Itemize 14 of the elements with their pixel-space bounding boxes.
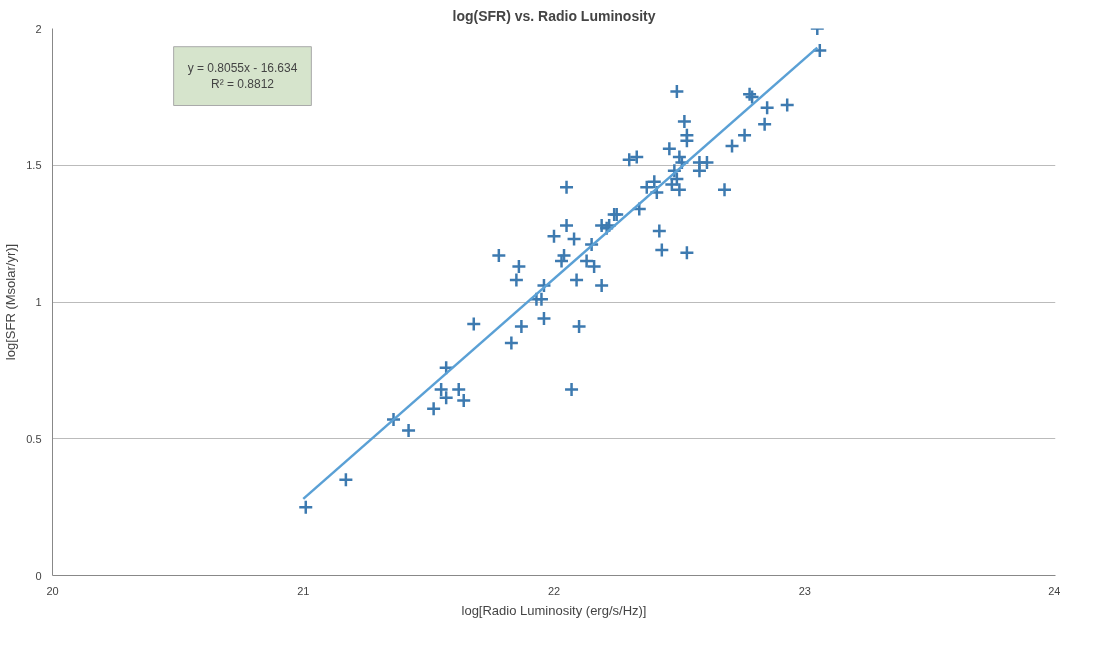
y-tick-label: 0.5 — [26, 432, 42, 445]
x-tick-label: 24 — [1048, 584, 1061, 597]
x-axis-title: log[Radio Luminosity (erg/s/Hz)] — [461, 602, 647, 618]
y-tick-label: 1.5 — [26, 159, 42, 172]
annotation: y = 0.8055x - 16.634 R² = 0.8812 — [187, 60, 298, 92]
x-tick-label: 21 — [297, 584, 310, 597]
x-tick-label: 23 — [798, 584, 811, 597]
y-tick-label: 0 — [35, 569, 42, 582]
y-tick-label: 1 — [35, 296, 42, 308]
y-axis-title: log[SFR (Msolar/yr)] — [3, 243, 19, 361]
y-tick-label: 2 — [35, 22, 42, 35]
chart-title: log(SFR) vs. Radio Luminosity — [452, 7, 656, 24]
x-tick-label: 22 — [547, 584, 561, 597]
x-tick-label: 20 — [46, 584, 59, 597]
